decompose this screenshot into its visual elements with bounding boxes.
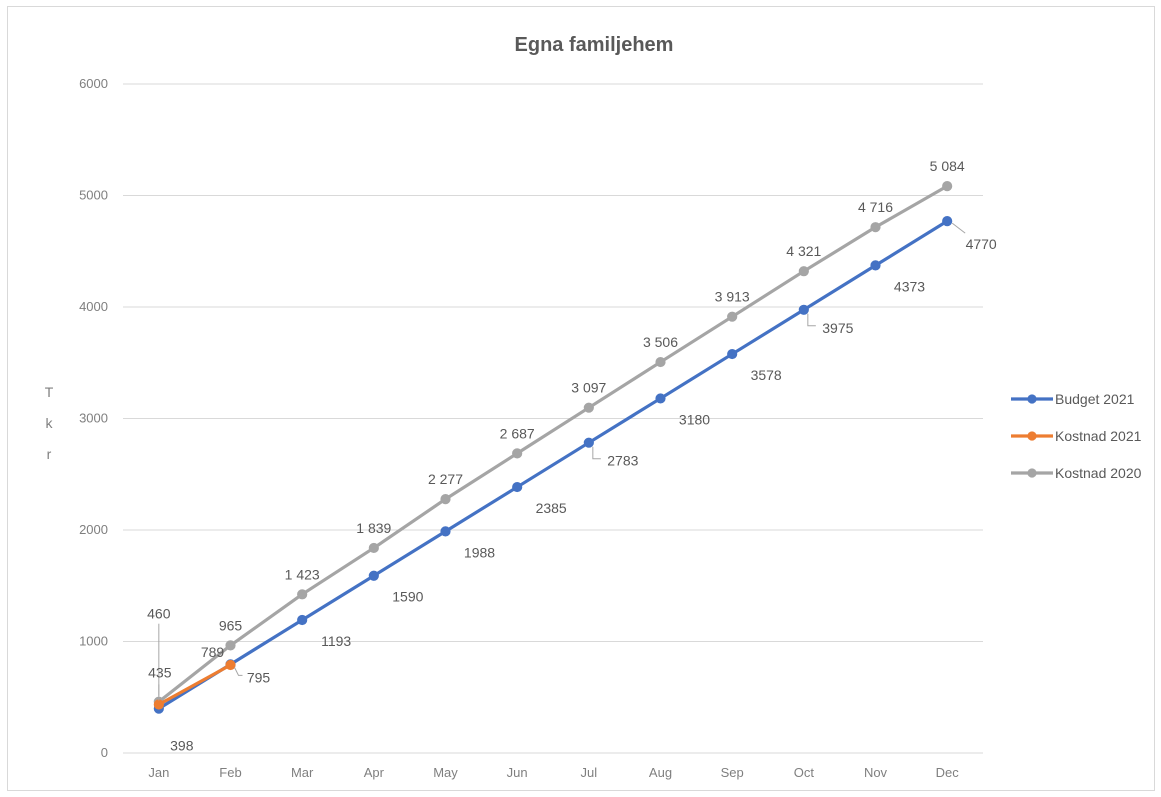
data-point (512, 448, 523, 459)
y-tick-label: 6000 (79, 76, 108, 91)
chart-frame: Egna familjehem 0 1000 2000 3000 4000 5000 600… (7, 6, 1155, 791)
label-leader-line (592, 446, 601, 460)
legend-marker (1027, 468, 1037, 478)
data-point (225, 640, 236, 651)
data-label: 1 839 (356, 520, 391, 536)
data-point (512, 481, 523, 493)
data-point (870, 222, 881, 233)
y-axis-label-char: T (45, 384, 54, 400)
data-point (870, 260, 881, 271)
data-label: 398 (170, 738, 194, 754)
y-axis-label-char: r (47, 446, 52, 462)
data-label: 4 716 (858, 199, 893, 215)
data-label: 460 (147, 606, 171, 622)
x-tick-label: Dec (936, 765, 960, 780)
x-tick-label: Nov (864, 765, 888, 780)
data-labels: 460 965 1 423 1 839 2 277 2 687 3 097 3 506 3 91… (147, 158, 997, 753)
x-tick-label: Apr (364, 765, 385, 780)
data-label: 4 321 (786, 243, 821, 259)
x-tick-label: Sep (721, 765, 744, 780)
data-label: 3 913 (715, 289, 750, 305)
legend-marker (1027, 394, 1037, 404)
label-leader-line (234, 667, 243, 676)
line-chart: Egna familjehem 0 1000 2000 3000 4000 5000 600… (45, 34, 1142, 780)
data-label: 4373 (894, 278, 925, 294)
data-label: 2 277 (428, 471, 463, 487)
data-point (798, 304, 809, 315)
data-point (225, 659, 236, 671)
data-label: 3 097 (571, 380, 606, 396)
legend: Budget 2021 Kostnad 2021 Kostnad 2020 (1011, 391, 1142, 481)
y-tick-label: 5000 (79, 188, 108, 203)
data-point (727, 311, 738, 322)
y-tick-label: 3000 (79, 411, 108, 426)
data-point (368, 570, 379, 581)
data-point (942, 216, 953, 227)
data-point (440, 526, 451, 537)
data-point (942, 181, 953, 192)
data-label: 5 084 (930, 158, 965, 174)
legend-marker (1027, 431, 1037, 441)
series-line-0 (157, 219, 949, 710)
data-label: 795 (247, 669, 271, 685)
data-point (655, 356, 666, 368)
data-point (655, 393, 666, 404)
x-tick-label: Feb (219, 765, 241, 780)
label-leader-line (807, 313, 816, 327)
data-label: 1193 (321, 633, 351, 649)
data-label: 2385 (536, 500, 567, 516)
data-point (440, 494, 451, 505)
x-tick-label: Mar (291, 765, 314, 780)
y-tick-label: 0 (101, 745, 108, 760)
data-label: 4770 (966, 236, 997, 252)
x-tick-label: Aug (649, 765, 672, 780)
y-axis-label-char: k (46, 415, 54, 431)
data-label: 965 (219, 617, 243, 633)
data-point (153, 699, 164, 710)
data-label: 2 687 (500, 425, 535, 441)
legend-entry: Kostnad 2021 (1055, 428, 1142, 444)
data-label: 3180 (679, 411, 710, 427)
data-point (297, 614, 308, 626)
chart-title: Egna familjehem (515, 34, 674, 56)
data-label: 3 506 (643, 334, 678, 350)
x-tick-label: Oct (794, 765, 815, 780)
data-label: 3975 (822, 320, 853, 336)
data-label: 1988 (464, 544, 495, 560)
data-label: 3578 (751, 367, 782, 383)
data-label: 789 (201, 644, 225, 660)
y-axis-ticks: 0 1000 2000 3000 4000 5000 6000 (79, 76, 108, 760)
data-label: 1590 (392, 589, 423, 605)
data-point (798, 266, 809, 277)
legend-entry: Budget 2021 (1055, 391, 1135, 407)
data-label: 435 (148, 664, 172, 680)
x-tick-label: Jan (148, 765, 169, 780)
data-label: 1 423 (285, 566, 320, 582)
legend-entry: Kostnad 2020 (1055, 465, 1142, 481)
series-line-2 (157, 184, 948, 703)
series-line-1 (158, 663, 232, 706)
x-tick-label: Jun (507, 765, 528, 780)
data-point (297, 589, 308, 600)
series-group (153, 181, 953, 714)
y-tick-label: 4000 (79, 299, 108, 314)
data-point (583, 437, 594, 448)
y-axis-label: Tkr (45, 384, 54, 462)
x-tick-label: May (433, 765, 458, 780)
y-tick-label: 1000 (79, 634, 108, 649)
data-point (368, 542, 379, 554)
y-tick-label: 2000 (79, 522, 108, 537)
data-label: 2783 (607, 453, 638, 469)
data-point (583, 402, 594, 413)
data-point (727, 348, 738, 360)
x-tick-label: Jul (581, 765, 598, 780)
label-leader-line (951, 222, 966, 234)
x-axis-ticks: Jan Feb Mar Apr May Jun Jul Aug Sep Oct Nov Dec (148, 765, 959, 780)
